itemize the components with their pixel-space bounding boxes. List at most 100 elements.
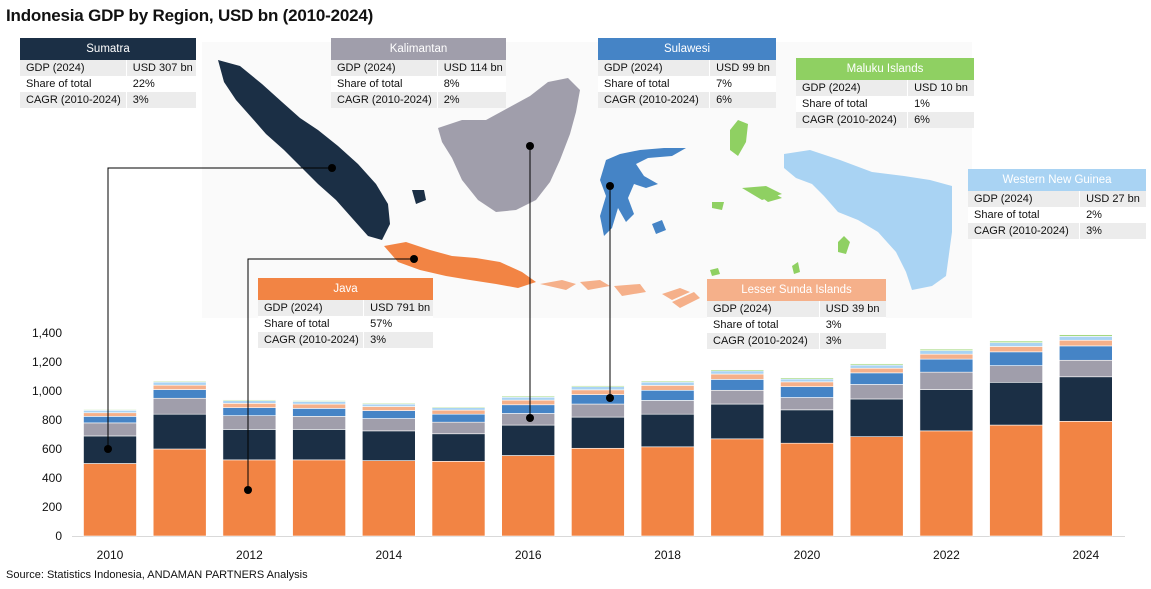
cagr-label: CAGR (2010-2024) xyxy=(598,92,711,108)
gdp-value: USD 307 bn xyxy=(126,60,196,76)
bar-kalimantan-2015 xyxy=(431,421,486,435)
map-sulawesi-isle xyxy=(652,220,666,234)
bar-maluku-2021 xyxy=(849,363,904,366)
bar-sulawesi-2015 xyxy=(431,413,486,423)
bar-maluku-2010 xyxy=(83,409,137,411)
y-tick-label: 600 xyxy=(42,442,62,456)
bar-java-2021 xyxy=(849,436,904,537)
region-box-table: GDP (2024) USD 114 bn Share of total 8% CA… xyxy=(331,60,506,108)
bar-java-2015 xyxy=(431,461,486,537)
bar-sumatra-2011 xyxy=(152,413,207,450)
bar-java-2019 xyxy=(710,438,765,537)
bar-kalimantan-2022 xyxy=(919,371,974,390)
region-box-lesser-sunda: Lesser Sunda Islands GDP (2024) USD 39 bn… xyxy=(707,279,886,349)
bar-lesser_sunda-2014 xyxy=(361,406,416,411)
bar-java-2010 xyxy=(83,463,137,537)
connector-java xyxy=(247,258,414,490)
bar-sulawesi-2024 xyxy=(1059,345,1113,361)
x-tick-label: 2014 xyxy=(375,548,402,562)
region-box-table: GDP (2024) USD 10 bn Share of total 1% CAG… xyxy=(796,80,974,128)
bar-java-2011 xyxy=(152,448,207,537)
gdp-label: GDP (2024) xyxy=(598,60,711,76)
bar-maluku-2022 xyxy=(919,348,974,351)
bar-sulawesi-2012 xyxy=(222,407,277,416)
map-sulawesi xyxy=(600,148,686,236)
bar-maluku-2013 xyxy=(292,400,346,402)
bar-sulawesi-2022 xyxy=(919,358,974,373)
x-tick-label: 2020 xyxy=(794,548,821,562)
y-tick-label: 200 xyxy=(42,500,62,514)
bar-sulawesi-2010 xyxy=(83,416,137,424)
bar-maluku-2024 xyxy=(1059,334,1113,337)
region-box-header: Western New Guinea xyxy=(968,169,1146,191)
map-sumatra xyxy=(218,60,390,240)
bar-kalimantan-2013 xyxy=(292,416,346,430)
bar-java-2016 xyxy=(501,455,556,537)
gdp-value: USD 99 bn xyxy=(709,60,776,76)
bar-java-2020 xyxy=(780,442,834,537)
map-java xyxy=(384,242,536,288)
bar-lesser_sunda-2010 xyxy=(83,412,137,417)
bar-lesser_sunda-2016 xyxy=(501,399,556,406)
share-value: 57% xyxy=(363,316,433,332)
bar-sumatra-2018 xyxy=(640,413,695,448)
region-box-sulawesi: Sulawesi GDP (2024) USD 99 bn Share of to… xyxy=(598,38,776,108)
bar-kalimantan-2019 xyxy=(710,389,765,405)
bar-sumatra-2012 xyxy=(222,429,277,461)
bar-kalimantan-2014 xyxy=(361,418,416,432)
bar-western_new_guinea-2012 xyxy=(222,400,277,404)
bar-western_new_guinea-2010 xyxy=(83,409,137,414)
gdp-value: USD 39 bn xyxy=(819,301,886,317)
bar-western_new_guinea-2020 xyxy=(780,378,834,383)
cagr-label: CAGR (2010-2024) xyxy=(707,333,820,349)
bar-sumatra-2021 xyxy=(849,398,904,437)
share-value: 2% xyxy=(1079,207,1146,223)
bar-sumatra-2022 xyxy=(919,389,974,432)
region-box-header: Lesser Sunda Islands xyxy=(707,279,886,301)
bar-lesser_sunda-2013 xyxy=(292,403,346,409)
map-kalimantan xyxy=(438,78,580,212)
region-box-header: Sulawesi xyxy=(598,38,776,60)
cagr-value: 3% xyxy=(126,92,196,108)
bar-lesser_sunda-2017 xyxy=(571,389,625,395)
y-tick-label: 1,400 xyxy=(32,326,62,340)
bar-sumatra-2015 xyxy=(431,433,486,462)
connector-dots xyxy=(104,142,614,494)
bar-western_new_guinea-2023 xyxy=(989,342,1043,347)
bar-java-2022 xyxy=(919,430,974,537)
bar-western_new_guinea-2022 xyxy=(919,350,974,355)
bar-sulawesi-2017 xyxy=(571,394,625,405)
bar-lesser_sunda-2024 xyxy=(1059,339,1113,347)
connector-sumatra xyxy=(107,167,332,449)
bar-sulawesi-2016 xyxy=(501,404,556,414)
gdp-value: USD 27 bn xyxy=(1079,191,1146,207)
share-value: 1% xyxy=(907,96,974,112)
bar-kalimantan-2021 xyxy=(849,384,904,400)
bar-sulawesi-2023 xyxy=(989,351,1043,366)
x-tick-label: 2010 xyxy=(97,548,124,562)
bar-java-2023 xyxy=(989,424,1043,537)
cagr-value: 3% xyxy=(1079,223,1146,239)
region-box-header: Maluku Islands xyxy=(796,58,974,80)
bar-western_new_guinea-2014 xyxy=(361,403,416,407)
bar-maluku-2011 xyxy=(152,380,207,383)
bar-lesser_sunda-2011 xyxy=(152,384,207,390)
bar-sumatra-2024 xyxy=(1059,376,1113,422)
share-label: Share of total xyxy=(707,317,820,333)
x-tick-label: 2012 xyxy=(236,548,263,562)
source-note: Source: Statistics Indonesia, ANDAMAN PA… xyxy=(6,569,308,581)
dot-kalimantan-map xyxy=(526,142,534,150)
cagr-value: 3% xyxy=(363,332,433,348)
bar-java-2012 xyxy=(222,459,277,537)
indonesia-map xyxy=(218,60,952,308)
bar-lesser_sunda-2018 xyxy=(640,385,695,391)
dot-kalimantan-bar xyxy=(526,414,534,422)
bar-western_new_guinea-2018 xyxy=(640,381,695,386)
bar-western_new_guinea-2021 xyxy=(849,364,904,369)
region-box-kalimantan: Kalimantan GDP (2024) USD 114 bn Share of… xyxy=(331,38,506,108)
bar-maluku-2019 xyxy=(710,369,765,372)
y-tick-label: 1,200 xyxy=(32,355,62,369)
bar-maluku-2017 xyxy=(571,385,625,387)
region-box-table: GDP (2024) USD 99 bn Share of total 7% CAG… xyxy=(598,60,776,108)
